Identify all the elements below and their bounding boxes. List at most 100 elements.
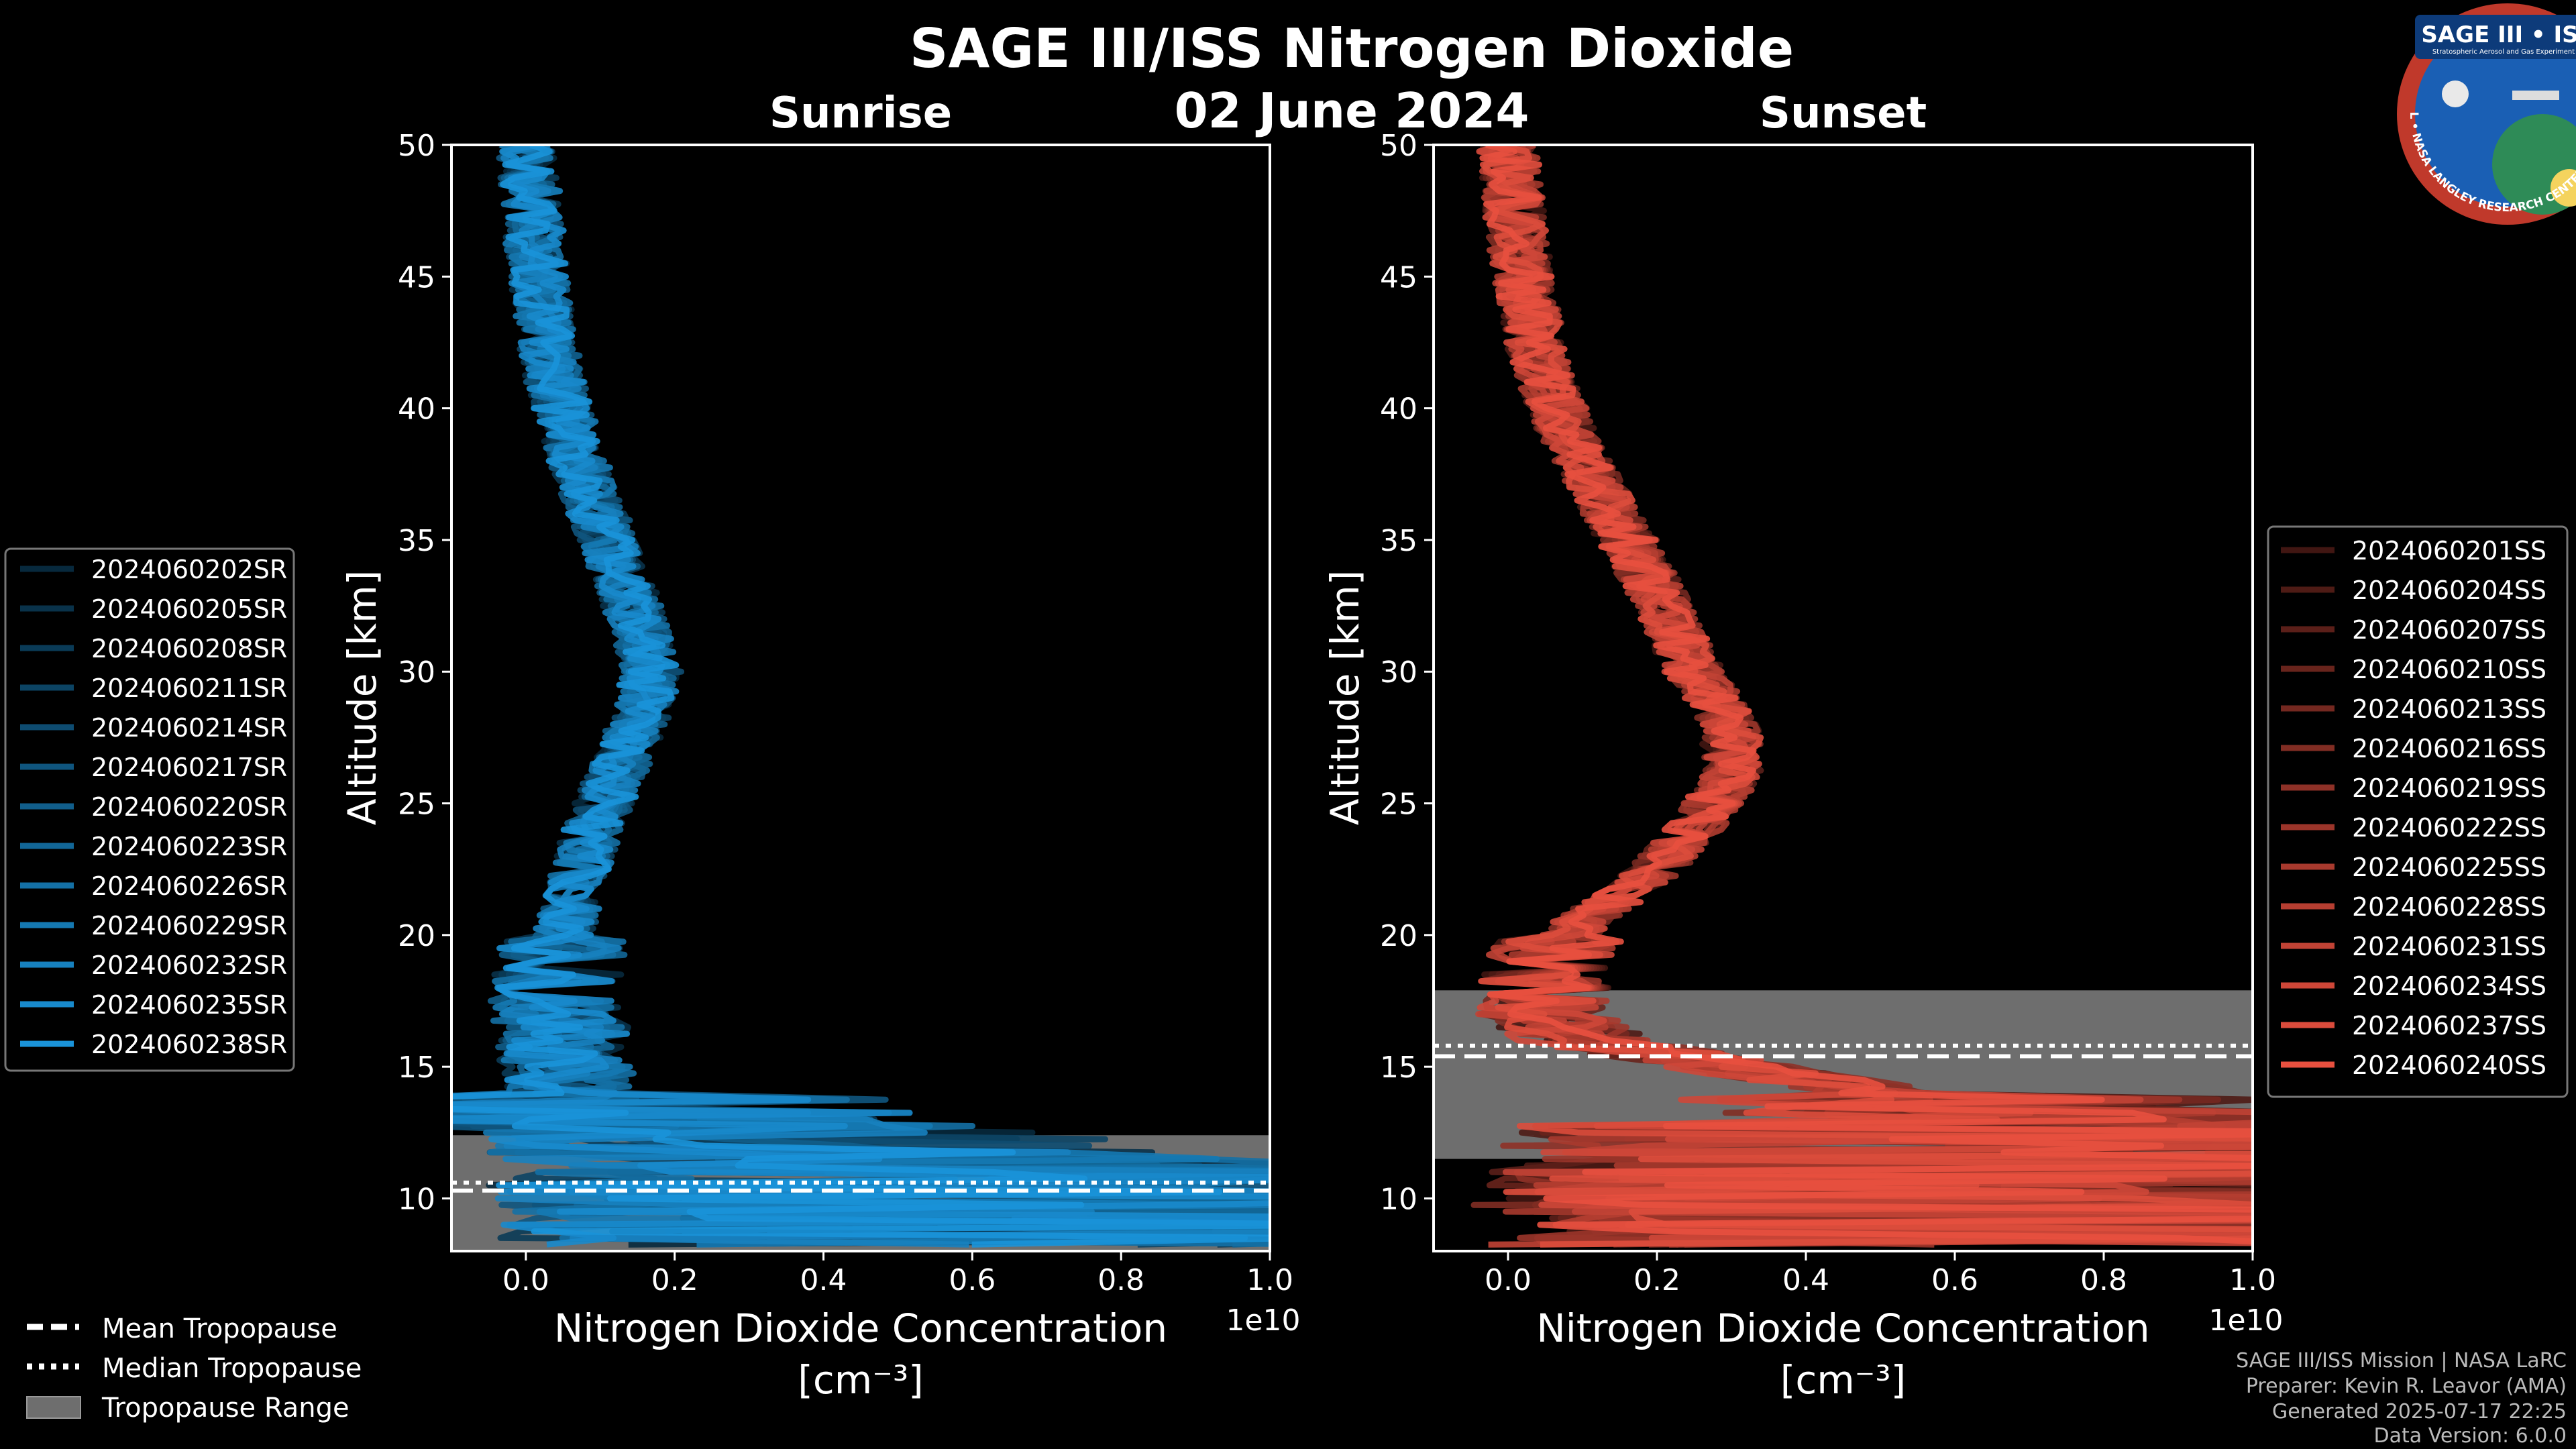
x-axis-unit: [cm⁻³] [1780,1357,1907,1403]
legend-label: 2024060222SS [2352,813,2546,843]
footer-line-2: Preparer: Kevin R. Leavor (AMA) [2246,1375,2567,1398]
y-tick-label: 50 [1380,129,1417,163]
sunset-legend-frame [2267,525,2569,1098]
profile-line-2024060220SR [451,145,1270,1248]
legend-label: 2024060211SR [91,674,287,703]
legend-label: 2024060238SR [91,1030,287,1059]
y-axis-label: Altitude [km] [339,570,385,825]
y-tick-label: 35 [1380,524,1417,558]
logo-moon-icon [2442,80,2469,107]
y-tick-label: 30 [1380,655,1417,690]
plot-area [451,145,1270,1251]
x-multiplier: 1e10 [2208,1303,2283,1338]
logo-sun-icon [2551,169,2576,207]
chart-title: SAGE III/ISS Nitrogen Dioxide [910,17,1794,80]
legend-label: 2024060231SS [2352,932,2546,961]
footer-line-3: Generated 2025-07-17 22:25 [2272,1400,2567,1424]
legend-label: 2024060213SS [2352,694,2546,724]
y-tick-label: 15 [1380,1051,1417,1085]
sunset-panel: 10 15 20 25 30 35 40 45 50 0.0 0.2 0.4 0.6 0.8 1.0 1e10… [1322,89,2284,1403]
legend-label: 2024060237SS [2352,1011,2546,1040]
x-multiplier: 1e10 [1226,1303,1300,1338]
y-tick-label: 30 [398,655,435,690]
x-tick-label: 0.0 [1485,1263,1532,1297]
legend-label: 2024060234SS [2352,971,2546,1001]
x-axis-label: Nitrogen Dioxide Concentration [1536,1305,2149,1351]
y-tick-label: 45 [1380,260,1417,294]
y-tick-label: 25 [1380,788,1417,822]
x-tick-label: 0.8 [1097,1263,1144,1297]
legend-label: 2024060210SS [2352,655,2546,684]
x-tick-label: 0.6 [949,1263,996,1297]
logo-subtitle: Stratospheric Aerosol and Gas Experiment… [2432,48,2576,56]
legend-label: 2024060232SR [91,951,287,980]
legend-label: 2024060220SR [91,792,287,822]
legend-label: 2024060214SR [91,713,287,743]
plot-frame [1432,144,2254,1252]
legend-label: 2024060202SR [91,555,287,584]
x-tick-label: 0.4 [800,1263,847,1297]
logo-iss-icon [2512,91,2559,100]
profile-line-2024060238SR [451,145,1270,1248]
chart-date: 02 June 2024 [1175,83,1529,139]
y-tick-label: 10 [1380,1182,1417,1216]
y-tick-label: 25 [398,788,435,822]
logo-banner [2415,15,2576,59]
x-axis-label: Nitrogen Dioxide Concentration [554,1305,1167,1351]
y-tick-label: 45 [398,260,435,294]
x-tick-label: 0.2 [651,1263,698,1297]
tropopause-range-swatch [26,1396,81,1419]
x-tick-label: 0.8 [2080,1263,2127,1297]
x-tick-label: 1.0 [1246,1263,1293,1297]
legend-label: 2024060223SR [91,832,287,861]
legend-label: 2024060204SS [2352,576,2546,605]
y-tick-label: 50 [398,129,435,163]
mean-tropopause-label: Mean Tropopause [102,1313,337,1344]
sunrise-legend-frame [4,547,295,1072]
legend-label: 2024060229SR [91,911,287,941]
profile-line-2024060240SS [1479,145,2253,1244]
panel-subtitle: Sunset [1760,89,1927,138]
legend-label: 2024060225SS [2352,853,2546,882]
y-tick-label: 35 [398,524,435,558]
y-tick-label: 15 [398,1051,435,1085]
median-tropopause-label: Median Tropopause [102,1353,362,1384]
footer-line-4: Data Version: 6.0.0 [2374,1424,2567,1448]
tropopause-range-label: Tropopause Range [101,1393,350,1424]
y-tick-label: 20 [398,919,435,953]
y-tick-label: 40 [1380,392,1417,427]
legend-label: 2024060226SR [91,871,287,901]
legend-label: 2024060201SS [2352,536,2546,566]
y-tick-label: 40 [398,392,435,427]
legend-label: 2024060207SS [2352,615,2546,645]
plot-frame [450,144,1271,1252]
plot-area [1434,145,2253,1248]
profile-line-2024060232SR [451,145,1270,1248]
footer-line-1: SAGE III/ISS Mission | NASA LaRC [2236,1349,2567,1373]
legend-label: 2024060205SR [91,594,287,624]
tropopause-legend: Mean Tropopause Median Tropopause Tropop… [26,1313,362,1424]
x-tick-label: 1.0 [2229,1263,2276,1297]
legend-label: 2024060217SR [91,753,287,782]
y-tick-label: 20 [1380,919,1417,953]
x-axis-unit: [cm⁻³] [798,1357,924,1403]
legend-label: 2024060208SR [91,634,287,663]
panel-subtitle: Sunrise [769,89,952,138]
legend-label: 2024060240SS [2352,1051,2546,1080]
logo-title: SAGE III • ISS [2421,21,2576,48]
sunrise-panel: 10 15 20 25 30 35 40 45 50 0.0 0.2 0.4 0.6 0.8 1.0 1e10… [339,89,1301,1403]
legend-label: 2024060219SS [2352,773,2546,803]
legend-label: 2024060216SS [2352,734,2546,763]
x-tick-label: 0.4 [1782,1263,1829,1297]
x-tick-label: 0.6 [1931,1263,1978,1297]
legend-label: 2024060235SR [91,990,287,1020]
sunrise-legend: 2024060202SR 2024060205SR 2024060208SR 2024… [4,547,295,1072]
x-tick-label: 0.0 [502,1263,549,1297]
footer: SAGE III/ISS Mission | NASA LaRC Prepare… [2236,1349,2567,1448]
sunset-legend: 2024060201SS 2024060204SS 2024060207SS 2024… [2267,525,2569,1098]
y-axis-label: Altitude [km] [1322,570,1368,825]
y-tick-label: 10 [398,1182,435,1216]
x-tick-label: 0.2 [1633,1263,1680,1297]
legend-label: 2024060228SS [2352,892,2546,922]
